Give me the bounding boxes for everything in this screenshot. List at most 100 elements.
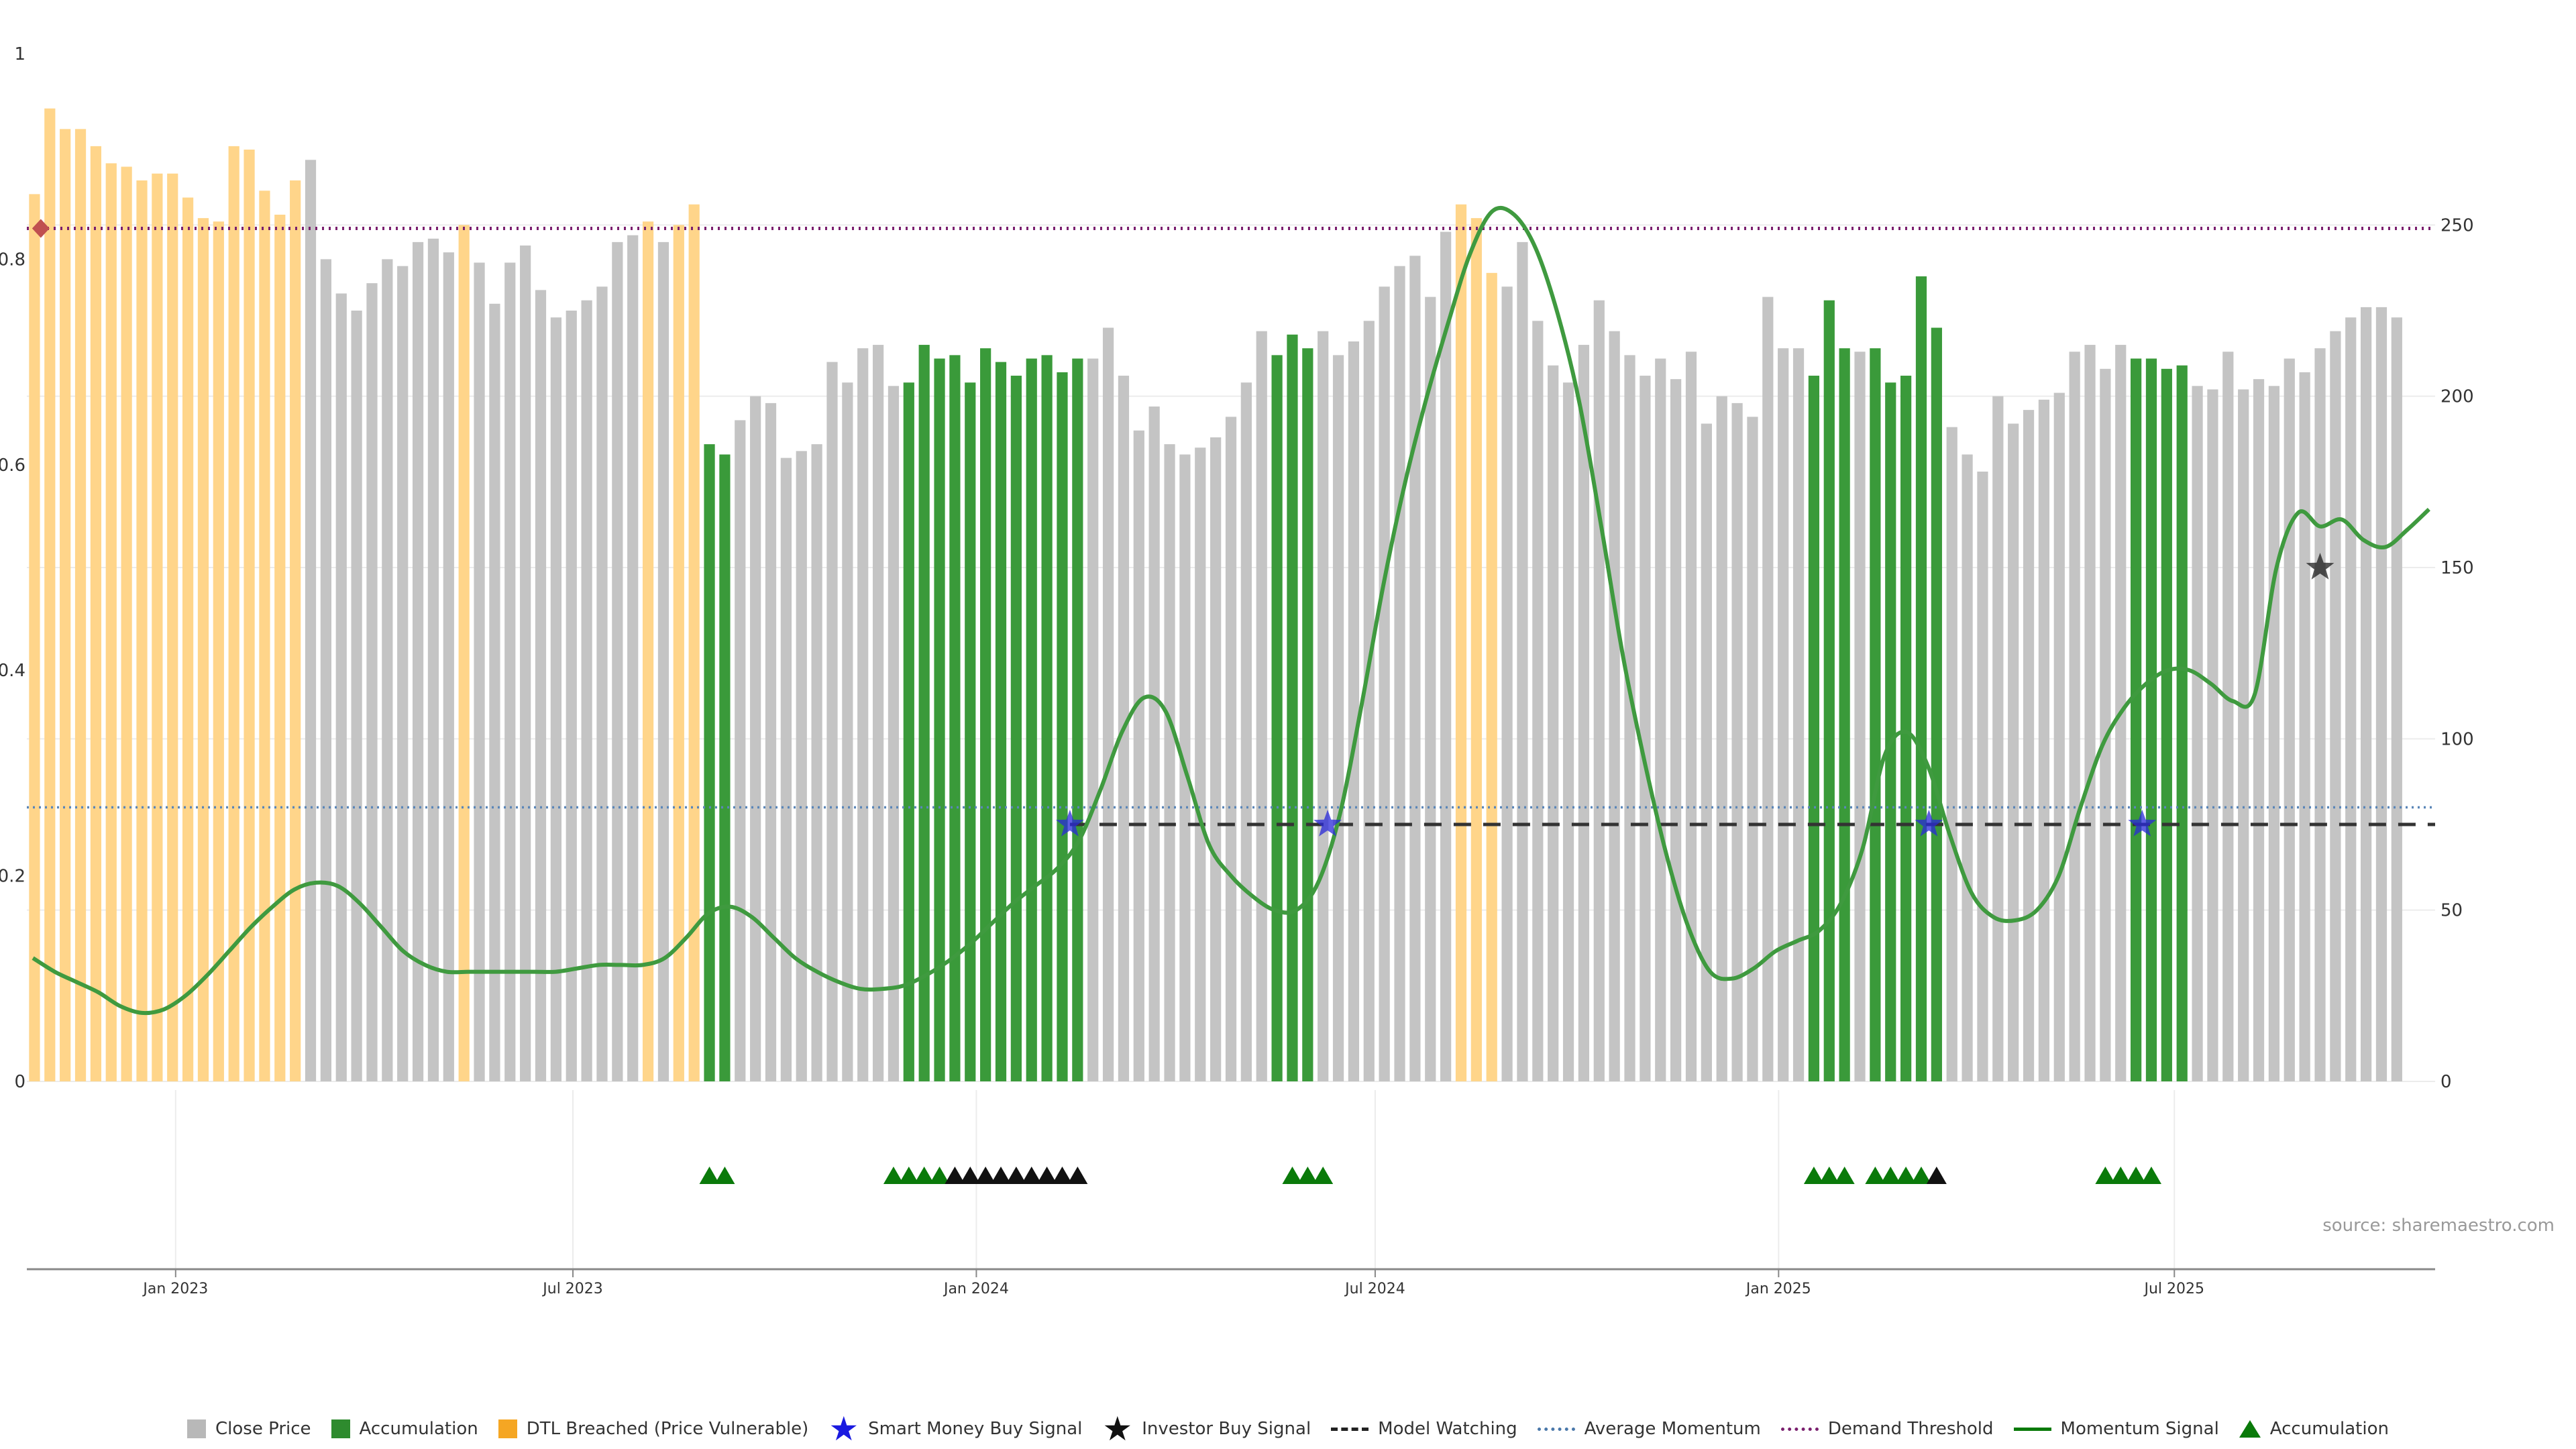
price-bar	[1701, 423, 1712, 1081]
price-bar	[535, 290, 547, 1081]
legend-item: ★ Investor Buy Signal	[1102, 1412, 1311, 1446]
price-bar	[1287, 334, 1298, 1081]
price-bar	[1501, 286, 1513, 1082]
price-bar	[1716, 396, 1727, 1081]
y-tick-right: 100	[2440, 729, 2474, 749]
price-bar	[213, 221, 224, 1081]
accumulation-triangle	[960, 1167, 981, 1184]
price-bar	[90, 146, 102, 1081]
price-bar	[1977, 472, 1988, 1081]
x-tick-label: Jan 2025	[1745, 1281, 1811, 1297]
legend-square-icon	[187, 1419, 207, 1438]
price-bar	[1486, 272, 1497, 1081]
x-tick-label: Jul 2024	[1344, 1281, 1405, 1297]
legend-item: Average Momentum	[1537, 1419, 1761, 1439]
legend-item: ★ Smart Money Buy Signal	[828, 1412, 1082, 1446]
price-bar	[2253, 379, 2265, 1082]
price-bar	[1808, 376, 1820, 1082]
accumulation-triangle	[1021, 1167, 1042, 1184]
price-bar	[949, 355, 961, 1081]
legend-line-icon	[1331, 1427, 1369, 1431]
price-bar	[1026, 358, 1037, 1081]
price-bar	[2330, 331, 2341, 1081]
y-tick-left: 0.8	[0, 250, 25, 270]
price-bar	[1685, 352, 1697, 1081]
price-bar	[1455, 204, 1467, 1081]
accumulation-triangle	[1297, 1167, 1318, 1184]
price-bar	[1318, 331, 1329, 1081]
y-tick-right: 150	[2440, 558, 2474, 578]
momentum-line	[32, 205, 2430, 1016]
price-bar	[1900, 376, 1912, 1082]
price-bar	[167, 173, 178, 1081]
price-bar	[397, 266, 409, 1082]
price-bar	[903, 382, 914, 1081]
y-tick-right: 0	[2440, 1072, 2452, 1092]
price-bar	[888, 386, 900, 1081]
price-bar	[29, 194, 40, 1082]
legend-triangle-icon	[2239, 1420, 2261, 1438]
y-tick-left: 1	[14, 44, 25, 64]
price-bar	[719, 454, 731, 1081]
price-bar	[2391, 317, 2402, 1081]
price-bar	[1992, 396, 2004, 1081]
smart-money-star	[1313, 810, 1342, 837]
price-bar	[934, 358, 945, 1081]
price-bar	[735, 420, 746, 1081]
price-bar	[1915, 276, 1927, 1081]
price-bar	[581, 300, 592, 1082]
price-bar	[520, 245, 531, 1081]
price-bar	[1762, 297, 1774, 1081]
y-tick-left: 0	[14, 1072, 25, 1092]
price-bar	[965, 382, 976, 1081]
price-bar	[566, 311, 577, 1081]
accumulation-triangle	[2110, 1167, 2131, 1184]
price-bar	[627, 235, 639, 1081]
price-bar	[2360, 307, 2372, 1082]
accumulation-triangle	[1052, 1167, 1073, 1184]
price-bar	[1931, 327, 1942, 1081]
price-bar	[1210, 437, 1222, 1081]
price-bar	[1517, 241, 1528, 1081]
accumulation-triangle	[898, 1167, 919, 1184]
price-bar	[872, 345, 884, 1081]
price-bar	[1240, 382, 1252, 1081]
legend-item: Momentum Signal	[2013, 1419, 2219, 1439]
price-bar	[2100, 368, 2111, 1081]
accumulation-triangle	[1896, 1167, 1917, 1184]
price-bar	[136, 180, 148, 1081]
price-bar	[1593, 300, 1605, 1082]
legend-item: Model Watching	[1331, 1419, 1517, 1439]
legend-label: Accumulation	[359, 1419, 478, 1439]
price-bar	[1854, 352, 1866, 1081]
price-bar	[1057, 372, 1068, 1082]
signal-markers	[32, 219, 2334, 837]
price-bar	[504, 262, 516, 1082]
price-bar	[427, 238, 439, 1081]
price-bar	[2345, 317, 2357, 1081]
price-bar	[44, 108, 56, 1081]
price-bar	[274, 215, 286, 1082]
smart-money-star	[2128, 810, 2157, 837]
price-bar	[1562, 382, 1574, 1081]
legend-square-icon	[498, 1419, 517, 1438]
price-bar	[1102, 327, 1114, 1081]
price-bar	[2375, 307, 2387, 1082]
price-bar	[750, 396, 761, 1081]
y-tick-left: 0.4	[0, 661, 25, 681]
price-bar	[1885, 382, 1896, 1081]
price-bar	[2145, 358, 2157, 1081]
x-tick-label: Jan 2023	[142, 1281, 208, 1297]
price-bar	[1271, 355, 1283, 1081]
price-bar	[2314, 348, 2326, 1081]
price-bar	[2299, 372, 2310, 1082]
price-bar	[2238, 389, 2249, 1081]
legend-item: DTL Breached (Price Vulnerable)	[498, 1419, 808, 1439]
price-bar	[1087, 358, 1099, 1081]
price-bar	[842, 382, 853, 1081]
accumulation-triangle	[914, 1167, 934, 1184]
price-bar	[1640, 376, 1651, 1082]
y-tick-left: 0.2	[0, 867, 25, 887]
price-bar	[1225, 417, 1237, 1081]
price-bar	[596, 286, 608, 1082]
